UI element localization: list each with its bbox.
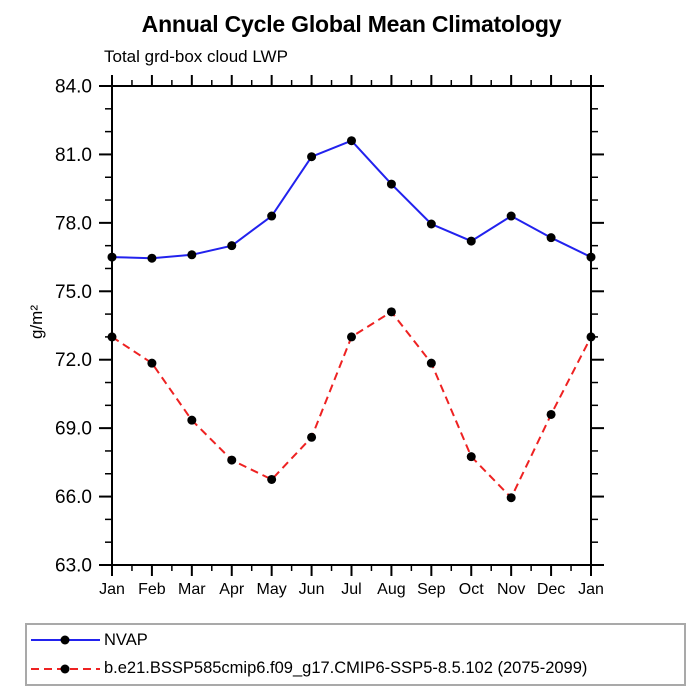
data-point-marker (386, 179, 396, 189)
data-point-marker (107, 332, 117, 342)
legend-label: NVAP (104, 630, 148, 649)
data-point-marker (466, 236, 476, 246)
month-label: Jan (578, 581, 604, 598)
y-tick-label: 81.0 (55, 145, 92, 166)
y-tick-label: 72.0 (55, 350, 92, 371)
data-point-marker (227, 455, 237, 465)
data-point-marker (347, 332, 356, 342)
y-tick-label: 84.0 (55, 77, 92, 98)
legend-sample-marker (60, 635, 70, 645)
data-point-marker (546, 233, 556, 243)
month-label: Jan (99, 581, 125, 598)
data-point-marker (586, 332, 596, 342)
legend-line-sample-icon (31, 664, 100, 674)
plot-box (111, 85, 592, 566)
data-point-marker (307, 152, 317, 162)
data-point-marker (227, 241, 237, 251)
data-point-marker (267, 474, 277, 484)
y-tick-label: 63.0 (55, 556, 92, 577)
data-point-marker (267, 211, 277, 221)
legend-item-nvap: NVAP (30, 627, 684, 654)
data-point-marker (546, 409, 556, 419)
chart-subtitle: Total grd-box cloud LWP (104, 47, 288, 66)
y-tick-label: 69.0 (55, 419, 92, 440)
data-point-marker (307, 432, 317, 442)
month-label: May (257, 581, 287, 598)
data-point-marker (147, 253, 157, 263)
legend-sample-marker (60, 664, 70, 674)
month-label: Oct (459, 581, 484, 598)
data-point-marker (506, 211, 516, 221)
data-point-marker (147, 358, 157, 368)
data-point-marker (506, 493, 516, 503)
month-label: Aug (377, 581, 405, 598)
month-label: Sep (417, 581, 446, 598)
data-point-marker (586, 252, 596, 262)
legend-line-sample-icon (31, 635, 100, 645)
data-point-marker (426, 358, 436, 368)
data-point-marker (347, 136, 356, 146)
month-label: Jul (341, 581, 361, 598)
month-label: Mar (178, 581, 206, 598)
y-tick-label: 78.0 (55, 213, 92, 234)
y-tick-label: 75.0 (55, 282, 92, 303)
month-label: Jun (299, 581, 325, 598)
data-point-marker (107, 252, 117, 262)
series-line-0 (111, 139, 592, 260)
plot-area: 63.0 66.0 69.0 72.0 75.0 78.0 81.0 84.0 Jan Feb Ma… (55, 75, 604, 598)
legend-item-cesm-run: b.e21.BSSP585cmip6.f09_g17.CMIP6-SSP5-8.… (30, 655, 684, 682)
data-point-marker (187, 415, 197, 425)
month-label: Feb (138, 581, 166, 598)
data-point-marker (426, 219, 436, 229)
month-label: Nov (497, 581, 525, 598)
month-label: Apr (219, 581, 245, 598)
chart-title: Annual Cycle Global Mean Climatology (141, 11, 562, 37)
data-point-marker (187, 250, 197, 260)
data-point-marker (386, 307, 396, 317)
legend-box: NVAP b.e21.BSSP585cmip6.f09_g17.CMIP6-SS… (25, 623, 686, 686)
y-tick-label: 66.0 (55, 487, 92, 508)
month-label: Dec (537, 581, 565, 598)
data-point-marker (466, 452, 476, 462)
legend-label: b.e21.BSSP585cmip6.f09_g17.CMIP6-SSP5-8.… (104, 659, 588, 678)
